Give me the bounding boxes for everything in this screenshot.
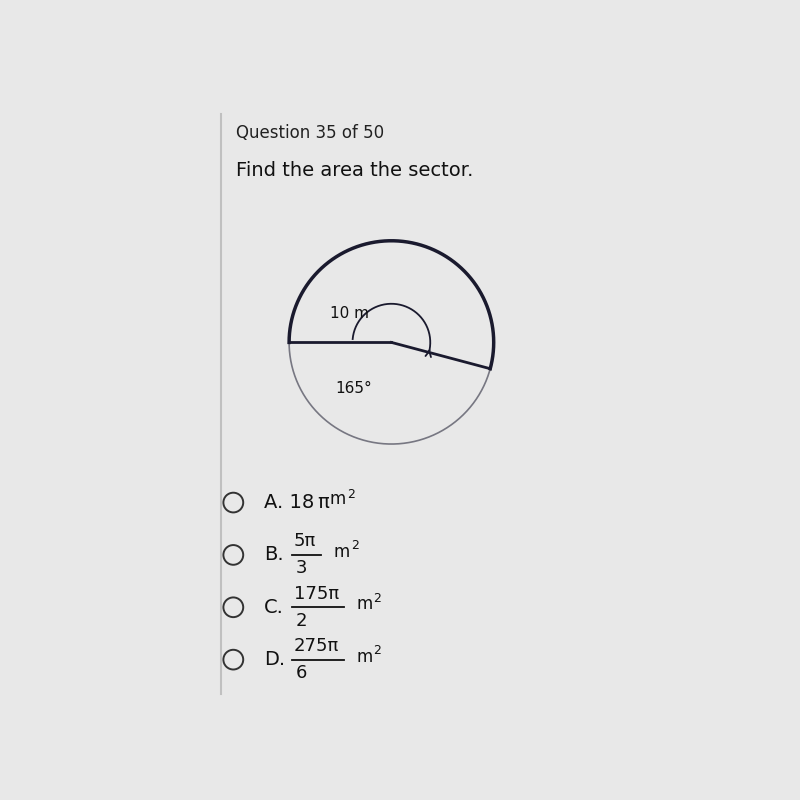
Text: 2: 2 [346,488,354,501]
Text: 3: 3 [295,559,307,578]
Text: Find the area the sector.: Find the area the sector. [237,161,474,180]
Text: 6: 6 [295,664,306,682]
Text: π: π [317,493,329,512]
Text: 2: 2 [374,591,382,605]
Text: 2: 2 [295,612,307,630]
Text: A. 18: A. 18 [264,493,314,512]
Text: D.: D. [264,650,286,669]
Text: 10 m: 10 m [330,306,369,322]
Text: 175π: 175π [294,585,339,602]
Text: B.: B. [264,546,284,565]
Text: 165°: 165° [335,381,372,396]
Text: 5π: 5π [294,532,316,550]
Text: 2: 2 [351,539,359,552]
Text: m: m [330,490,346,509]
Text: m: m [334,543,350,561]
Text: 275π: 275π [294,637,339,655]
Text: m: m [356,595,372,613]
Text: 2: 2 [374,644,382,657]
Text: Question 35 of 50: Question 35 of 50 [237,124,385,142]
Text: C.: C. [264,598,284,617]
Text: m: m [356,647,372,666]
